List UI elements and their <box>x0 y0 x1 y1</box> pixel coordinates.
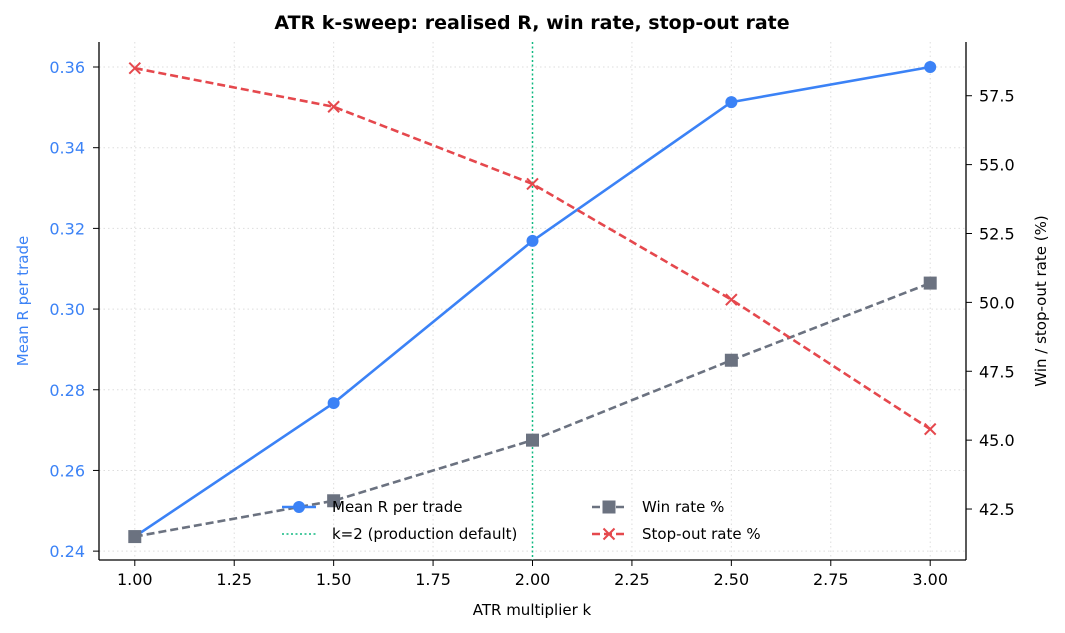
x-tick-label: 1.00 <box>117 570 153 589</box>
right-y-tick-label: 47.5 <box>979 362 1015 381</box>
series-3 <box>128 61 937 436</box>
x-tick-label: 3.00 <box>912 570 948 589</box>
x-tick-label: 1.75 <box>415 570 451 589</box>
right-y-tick-label: 57.5 <box>979 87 1015 106</box>
chart-title: ATR k-sweep: realised R, win rate, stop-… <box>274 12 789 34</box>
data-point-stroke <box>526 177 539 191</box>
data-point-stroke <box>923 422 937 436</box>
data-point <box>602 527 616 541</box>
data-point <box>923 422 937 436</box>
left-y-axis-ticks: 0.24 0.26 0.28 0.30 0.32 0.34 0.36 <box>49 58 99 561</box>
x-axis-ticks: 1.00 1.25 1.50 1.75 2.00 2.25 2.50 2.75 3.00 <box>117 560 948 589</box>
data-point <box>725 293 738 306</box>
legend-item: Win rate % <box>592 498 724 516</box>
data-point <box>923 276 937 290</box>
data-point <box>526 234 539 247</box>
left-y-tick-label: 0.34 <box>49 139 85 158</box>
x-tick-label: 1.50 <box>316 570 352 589</box>
series-line <box>134 66 931 431</box>
right-y-axis-label: Win / stop-out rate (%) <box>1032 215 1050 386</box>
data-point-stroke <box>327 100 340 113</box>
data-point <box>293 501 305 513</box>
right-y-tick-label: 42.5 <box>979 500 1015 519</box>
series-2 <box>128 276 937 544</box>
data-point-stroke <box>725 293 738 306</box>
legend-item: Mean R per trade <box>282 498 463 516</box>
left-y-tick-label: 0.28 <box>49 381 85 400</box>
data-point <box>327 397 340 410</box>
x-tick-label: 2.50 <box>714 570 750 589</box>
left-y-tick-label: 0.26 <box>49 461 85 480</box>
x-axis-label: ATR multiplier k <box>473 601 592 619</box>
right-y-axis-ticks: 42.5 45.0 47.5 50.0 52.5 55.0 57.5 <box>966 87 1015 519</box>
data-point <box>327 494 341 508</box>
x-tick-label: 2.25 <box>614 570 650 589</box>
right-y-tick-label: 45.0 <box>979 431 1015 450</box>
data-point <box>602 500 616 514</box>
data-point <box>128 530 142 544</box>
right-y-tick-label: 55.0 <box>979 156 1015 175</box>
data-point-stroke <box>602 527 616 541</box>
right-y-tick-label: 50.0 <box>979 293 1015 312</box>
x-tick-label: 1.25 <box>216 570 252 589</box>
data-point <box>724 353 738 367</box>
data-point-stroke <box>128 61 142 75</box>
data-point <box>128 61 142 75</box>
x-tick-label: 2.75 <box>813 570 849 589</box>
x-tick-label: 2.00 <box>515 570 551 589</box>
legend-label: Mean R per trade <box>332 498 463 516</box>
data-point <box>725 96 738 109</box>
legend-label: Stop-out rate % <box>642 525 761 543</box>
data-point <box>526 433 539 447</box>
left-y-tick-label: 0.24 <box>49 542 85 561</box>
data-point <box>327 100 340 113</box>
left-y-tick-label: 0.32 <box>49 219 85 238</box>
legend: Mean R per trade k=2 (production default)… <box>282 498 761 543</box>
data-point <box>924 61 937 74</box>
left-y-tick-label: 0.30 <box>49 300 85 319</box>
legend-label: Win rate % <box>642 498 724 516</box>
legend-label: k=2 (production default) <box>332 525 517 543</box>
right-y-tick-label: 52.5 <box>979 224 1015 243</box>
data-point <box>526 177 539 191</box>
legend-item: Stop-out rate % <box>592 525 761 543</box>
series-group <box>128 61 937 544</box>
left-y-tick-label: 0.36 <box>49 58 85 77</box>
left-y-axis-label: Mean R per trade <box>14 236 32 367</box>
legend-item: k=2 (production default) <box>282 525 517 543</box>
